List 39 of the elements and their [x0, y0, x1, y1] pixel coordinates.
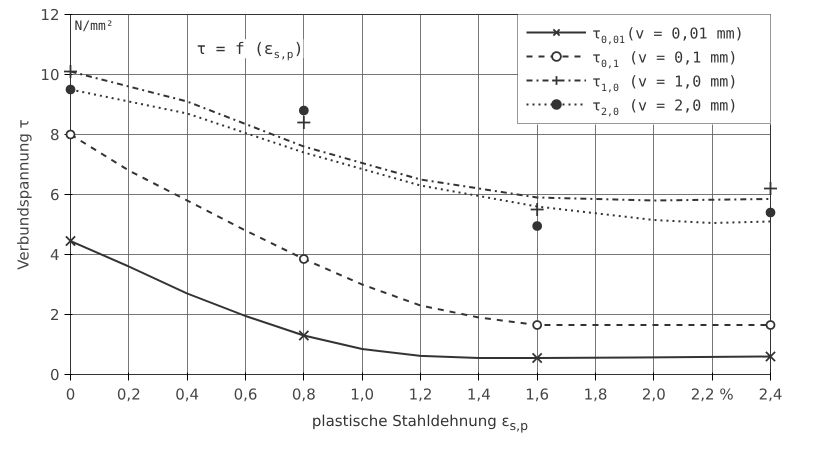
x-tick-label: 0,4: [175, 386, 200, 404]
x-tick-label: 0: [66, 386, 76, 404]
y-tick-label: 6: [50, 186, 60, 204]
point: [63, 64, 78, 79]
x-tick-label: 1,0: [350, 386, 374, 404]
x-tick-label: 0,8: [292, 386, 316, 404]
x-tick-label: 2,4: [758, 386, 782, 404]
point: [298, 106, 309, 116]
x-tick-label: 1,8: [584, 386, 608, 404]
x-tick-label: 0,6: [234, 386, 258, 404]
y-axis-title: Verbundspannung τ: [14, 119, 32, 270]
point: [532, 221, 542, 231]
x-axis-title: plastische Stahldehnung ε$_{s,p}$: [312, 411, 528, 435]
x-tick-label: 2,0: [642, 386, 666, 404]
y-tick-label: 2: [50, 306, 60, 324]
y-tick-label: 8: [50, 126, 60, 144]
point: [296, 115, 312, 130]
x-tick-label: 0,2: [116, 386, 141, 404]
point: [766, 208, 776, 218]
point: [66, 130, 76, 140]
annotation: N/mm²: [74, 19, 114, 34]
x-tick-label: 1,6: [525, 386, 550, 404]
point: [532, 320, 542, 330]
point: [532, 352, 543, 364]
point: [65, 236, 76, 246]
point: [298, 330, 310, 341]
y-tick-label: 4: [50, 246, 60, 264]
x-tick-label: 2,2 %: [690, 386, 734, 404]
point: [763, 181, 778, 196]
point: [766, 320, 776, 330]
point: [765, 351, 776, 362]
point: [66, 84, 76, 94]
y-tick-label: 0: [50, 366, 60, 384]
x-tick-label: 1,2: [408, 386, 432, 404]
point: [530, 202, 545, 217]
point: [298, 254, 309, 264]
y-tick-label: 12: [40, 6, 60, 24]
y-tick-label: 10: [40, 66, 60, 84]
x-tick-label: 1,4: [466, 386, 491, 404]
